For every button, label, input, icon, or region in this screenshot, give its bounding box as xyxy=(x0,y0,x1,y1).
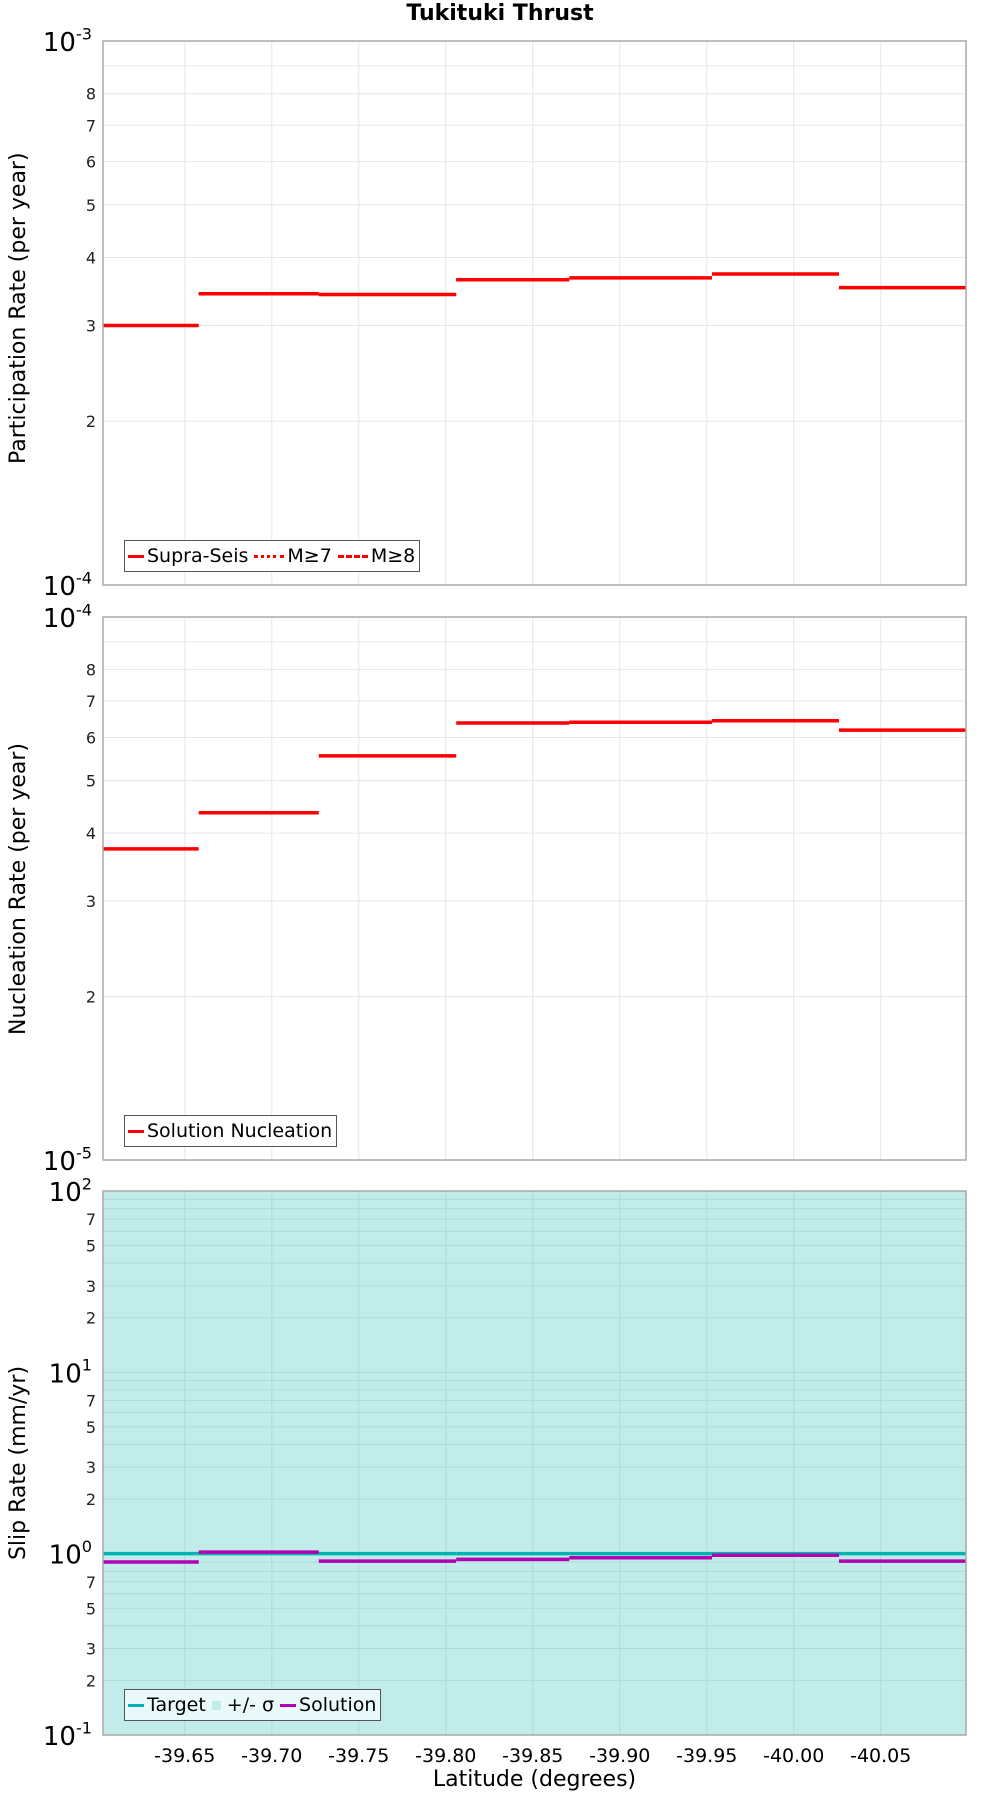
x-tick-label: -39.90 xyxy=(589,1745,650,1767)
y-minor-tick-label: 5 xyxy=(86,1237,96,1256)
legend-participation: Supra-Seis M≥7 M≥8 xyxy=(124,540,421,572)
y-minor-tick-label: 8 xyxy=(86,85,96,104)
y-minor-tick-label: 4 xyxy=(86,248,96,267)
legend-item-sigma: +/- σ xyxy=(211,1691,275,1719)
y-minor-tick-label: 3 xyxy=(86,1277,96,1296)
y-minor-tick-label: 6 xyxy=(86,153,96,172)
y-minor-tick-label: 3 xyxy=(86,1639,96,1658)
y-major-tick-label: 102 xyxy=(49,1174,92,1208)
dotted-line-swatch-icon xyxy=(254,554,285,558)
legend-item-m7: M≥7 xyxy=(254,542,332,570)
x-tick-label: -39.75 xyxy=(328,1745,389,1767)
legend-label: M≥8 xyxy=(370,545,416,567)
legend-label: Solution xyxy=(299,1694,377,1716)
y-minor-tick-label: 2 xyxy=(86,412,96,431)
x-axis-label: Latitude (degrees) xyxy=(432,1767,637,1792)
y-label-slip: Slip Rate (mm/yr) xyxy=(6,1365,31,1561)
y-minor-tick-label: 3 xyxy=(86,316,96,335)
y-major-tick-label: 10-4 xyxy=(43,568,92,602)
legend-label: M≥7 xyxy=(287,545,332,567)
sigma-band xyxy=(103,1191,966,1735)
legend-label: Supra-Seis xyxy=(147,545,249,567)
solid-line-swatch-icon xyxy=(280,1703,297,1707)
y-minor-tick-label: 6 xyxy=(86,728,96,747)
plot-frame xyxy=(102,616,967,1161)
y-minor-tick-label: 2 xyxy=(86,1490,96,1509)
legend-item-m8: M≥8 xyxy=(337,542,416,570)
y-minor-tick-label: 5 xyxy=(86,771,96,790)
solid-line-swatch-icon xyxy=(128,554,144,558)
y-minor-tick-label: 4 xyxy=(86,824,96,843)
y-minor-tick-label: 2 xyxy=(86,1309,96,1328)
plot-frame xyxy=(102,1190,967,1736)
y-minor-tick-label: 7 xyxy=(86,116,96,135)
solid-line-swatch-icon xyxy=(128,1129,144,1133)
legend-item-solution: Solution xyxy=(280,1691,376,1719)
y-minor-tick-label: 7 xyxy=(86,692,96,711)
legend-item-supra-seis: Supra-Seis xyxy=(128,542,248,570)
x-tick-label: -39.85 xyxy=(502,1745,563,1767)
legend-label: Solution Nucleation xyxy=(147,1120,333,1142)
legend-item-solution-nucleation: Solution Nucleation xyxy=(128,1117,332,1145)
y-minor-tick-label: 5 xyxy=(86,196,96,215)
band-swatch-icon xyxy=(211,1700,221,1710)
plot-area xyxy=(103,617,966,1160)
x-axis-ticks: -39.65 -39.70 -39.75 -39.80 -39.85 -39.90 -39.… xyxy=(154,1745,911,1767)
x-tick-label: -40.05 xyxy=(850,1745,911,1767)
y-minor-tick-label: 3 xyxy=(86,892,96,911)
y-minor-tick-label: 3 xyxy=(86,1458,96,1477)
legend-item-target: Target xyxy=(128,1691,206,1719)
y-major-tick-label: 10-4 xyxy=(43,600,92,634)
plot-panel-1: 8 7 6 5 4 3 2 10-3 10-4 xyxy=(43,24,967,602)
plot-frame xyxy=(102,40,967,586)
y-major-tick-label: 101 xyxy=(49,1356,92,1390)
x-tick-label: -39.65 xyxy=(154,1745,215,1767)
x-tick-label: -40.00 xyxy=(763,1745,824,1767)
legend-nucleation: Solution Nucleation xyxy=(124,1115,338,1147)
y-minor-tick-label: 7 xyxy=(86,1210,96,1229)
y-label-nucleation: Nucleation Rate (per year) xyxy=(6,743,31,1035)
x-tick-label: -39.95 xyxy=(676,1745,737,1767)
y-label-participation: Participation Rate (per year) xyxy=(6,152,31,464)
y-minor-tick-label: 2 xyxy=(86,1671,96,1690)
y-minor-tick-label: 2 xyxy=(86,988,96,1007)
y-major-tick-label: 100 xyxy=(49,1537,92,1571)
x-tick-label: -39.80 xyxy=(415,1745,476,1767)
chart-title: Tukituki Thrust xyxy=(406,1,594,26)
plot-panel-3: 7 5 3 2 7 5 3 2 7 5 3 2 102 101 100 10-1 xyxy=(43,1174,967,1752)
y-major-tick-label: 10-1 xyxy=(43,1718,92,1752)
plot-panel-2: 8 7 6 5 4 3 2 10-4 10-5 xyxy=(43,600,967,1177)
legend-slip: Target +/- σ Solution xyxy=(124,1689,382,1721)
y-minor-tick-label: 7 xyxy=(86,1573,96,1592)
y-minor-tick-label: 8 xyxy=(86,661,96,680)
legend-label: Target xyxy=(147,1694,206,1716)
solid-line-swatch-icon xyxy=(128,1703,144,1707)
dashdot-line-swatch-icon xyxy=(337,554,368,558)
y-major-tick-label: 10-5 xyxy=(43,1143,92,1177)
y-minor-tick-label: 5 xyxy=(86,1599,96,1618)
x-tick-label: -39.70 xyxy=(241,1745,302,1767)
y-minor-tick-label: 7 xyxy=(86,1391,96,1410)
y-minor-tick-label: 5 xyxy=(86,1418,96,1437)
legend-label: +/- σ xyxy=(226,1694,275,1716)
y-major-tick-label: 10-3 xyxy=(43,24,92,58)
plot-area xyxy=(103,41,966,585)
